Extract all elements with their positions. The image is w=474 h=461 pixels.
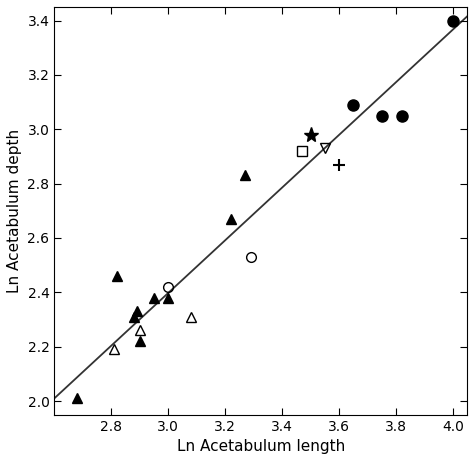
X-axis label: Ln Acetabulum length: Ln Acetabulum length	[177, 439, 345, 454]
Y-axis label: Ln Acetabulum depth: Ln Acetabulum depth	[7, 129, 22, 293]
